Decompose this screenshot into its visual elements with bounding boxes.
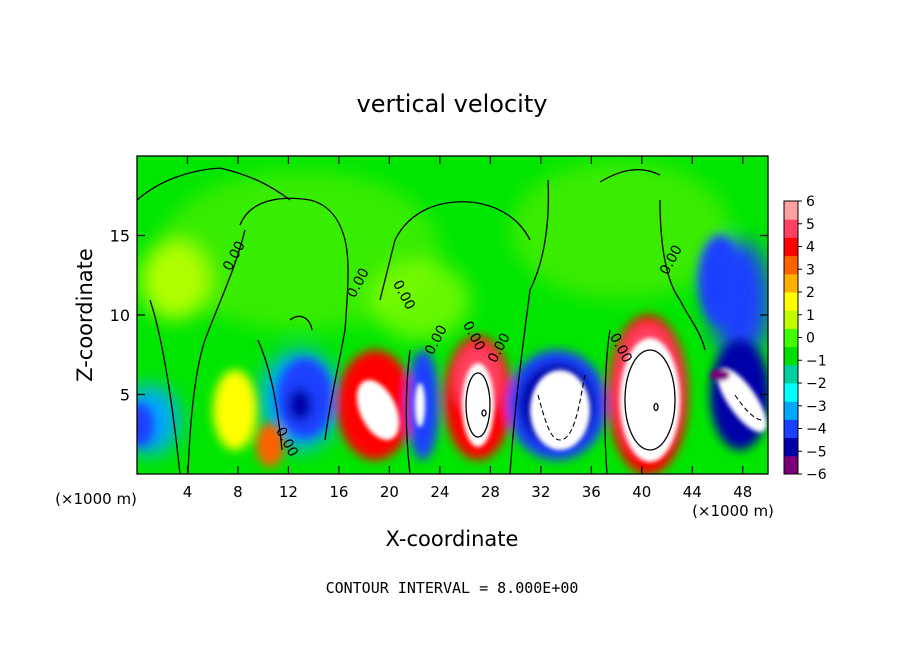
colorbar-swatch [784,437,798,457]
colorbar-swatch [784,219,798,238]
colorbar-swatch [784,455,798,475]
colorbar-swatch [784,237,798,257]
x-tick-label: 20 [380,483,399,501]
x-axis-label: X-coordinate [386,527,519,551]
colorbar-tick-label: −4 [806,422,827,438]
colorbar-tick-label: −2 [806,376,827,392]
colorbar-tick-label: 2 [806,285,815,301]
colorbar-swatch [784,310,798,329]
colorbar-swatch [784,255,798,275]
colorbar: 6 5 4 3 2 1 0 −1 −2 −3 −4 −5 −6 [783,194,827,483]
field-cores [356,338,767,462]
colorbar-tick-label: −1 [806,353,827,369]
colorbar-tick-label: 1 [806,308,815,324]
x-tick-label: 24 [430,483,449,501]
chart-title: vertical velocity [357,90,548,118]
colorbar-tick-label: 6 [806,194,815,210]
colorbar-swatch [784,383,798,402]
colorbar-tick-label: −6 [806,467,827,483]
colorbar-swatch [784,346,798,366]
colorbar-swatch [784,419,798,439]
contour-lines-dashed [537,374,763,441]
colorbar-swatch [784,328,798,348]
colorbar-tick-label: −5 [806,444,827,460]
colorbar-swatch [784,364,798,384]
contour-lines [137,167,706,474]
x-tick-label: 4 [183,483,193,501]
colorbar-tick-label: 5 [806,217,815,233]
colorbar-swatch [784,273,798,293]
y-axis-label: Z-coordinate [73,248,97,382]
x-axis-ticks: 4 8 12 16 20 24 28 32 36 40 44 48 [183,156,752,501]
colorbar-swatch [784,292,798,311]
x-unit-label: (×1000 m) [55,490,137,508]
x-tick-label: 28 [481,483,500,501]
y-tick-label: 10 [110,306,130,325]
x-tick-label: 16 [329,483,348,501]
x-tick-label: 44 [683,483,702,501]
colorbar-tick-label: 4 [806,240,815,256]
y-tick-label: 15 [110,227,130,246]
colorbar-tick-label: 0 [806,331,815,347]
contour-interval-footer: CONTOUR INTERVAL = 8.000E+00 [326,579,579,597]
x-tick-label: 48 [733,483,752,501]
y-axis-ticks: 5 10 15 [110,227,768,405]
plot-area: 0.000.000.00 0.000.00 0.000.00 0.000.00 [137,156,768,474]
colorbar-tick-label: −3 [806,399,827,415]
x-unit-label-right: (×1000 m) [692,502,774,520]
y-tick-label: 5 [120,386,130,405]
colorbar-tick-label: 3 [806,262,815,278]
x-tick-label: 32 [531,483,550,501]
x-tick-label: 8 [233,483,243,501]
colorbar-swatch [784,201,798,220]
x-tick-label: 36 [582,483,601,501]
colorbar-swatch [784,401,798,420]
x-tick-label: 12 [279,483,298,501]
x-tick-label: 40 [632,483,651,501]
